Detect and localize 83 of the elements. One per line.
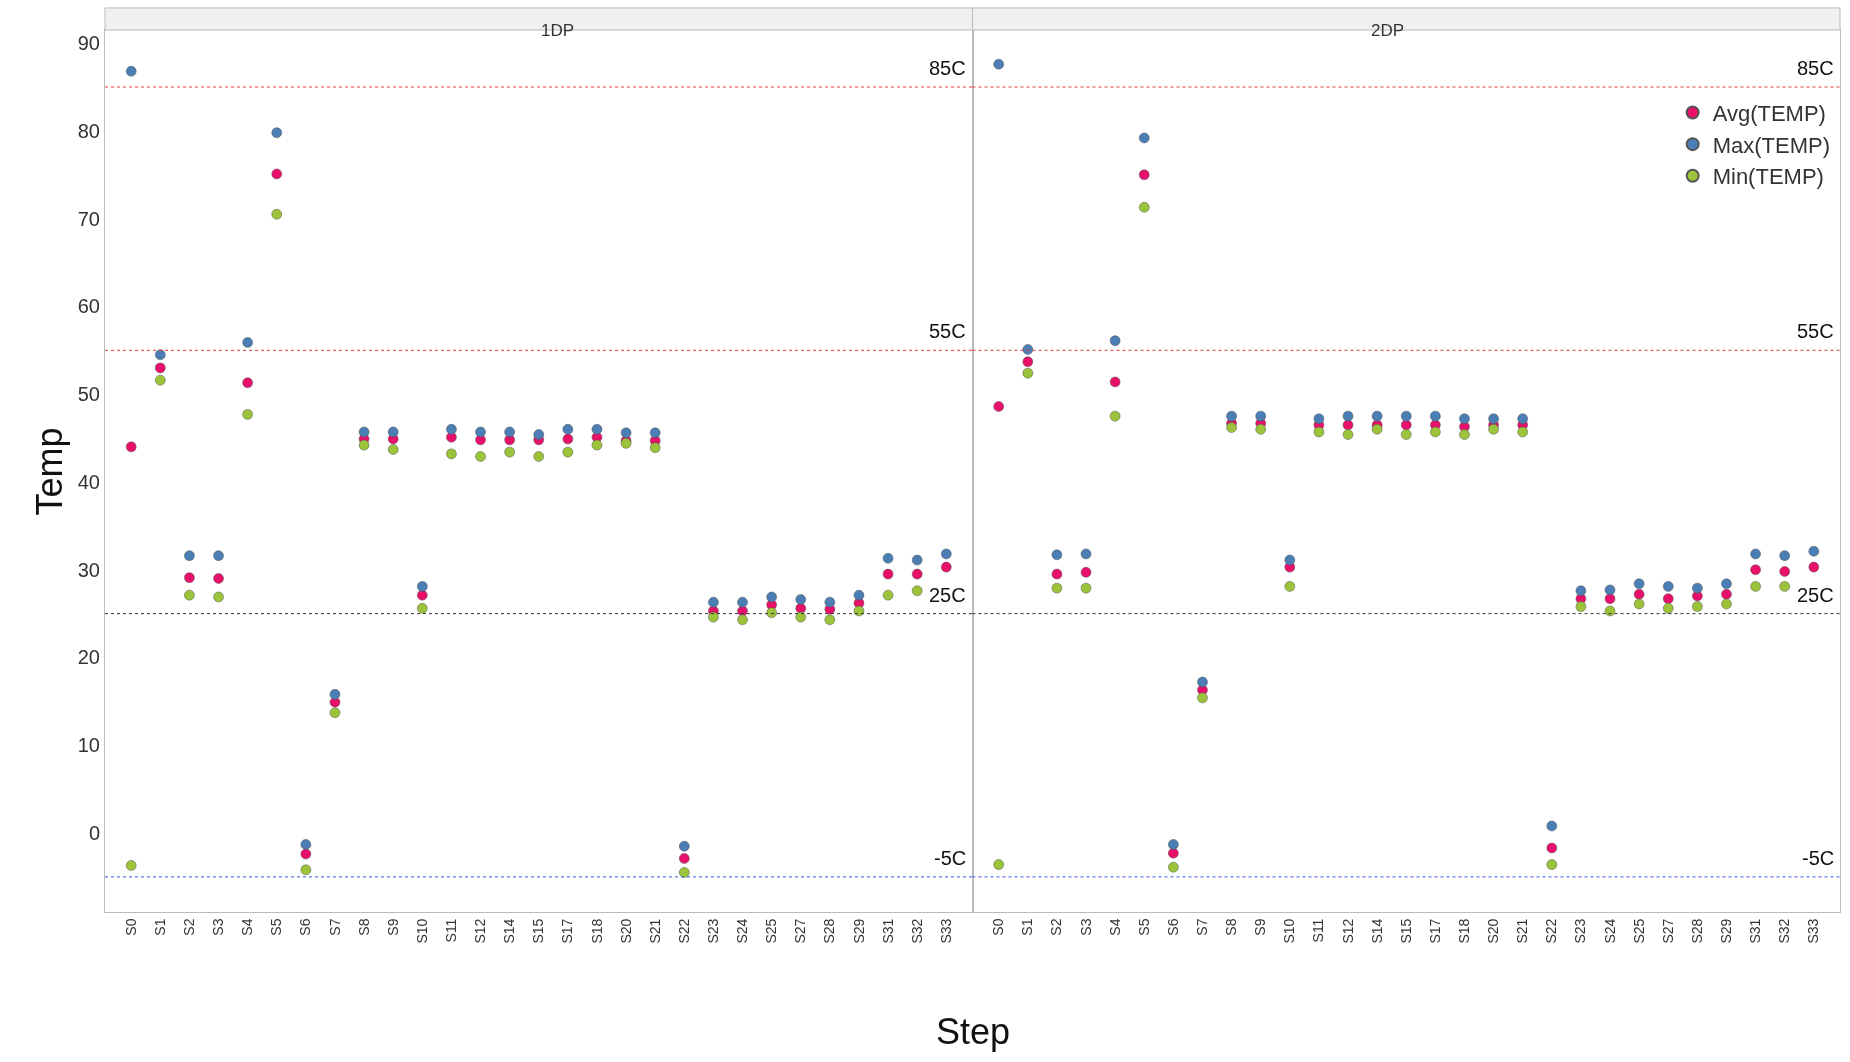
x-tick-label: S8 [355, 918, 372, 936]
ref-line-label: 55C [929, 320, 966, 342]
y-tick-label: 20 [77, 646, 100, 669]
x-tick-label: S32 [1776, 918, 1793, 944]
x-tick-label: S25 [763, 918, 780, 944]
x-tick-label: S29 [850, 918, 867, 944]
x-tick-label: S18 [1456, 918, 1473, 944]
x-tick-label: S24 [1601, 918, 1618, 944]
x-tick-label: S15 [530, 918, 547, 944]
x-tick-label: S27 [792, 918, 809, 944]
x-tick-label: S1 [151, 918, 168, 936]
x-tick-label: S7 [326, 918, 343, 936]
y-tick-label: 80 [77, 119, 100, 142]
ref-line-label: 55C [1797, 320, 1834, 342]
ref-line-label: 85C [929, 57, 966, 79]
y-tick-label: 70 [77, 207, 100, 230]
x-tick-label: S7 [1194, 918, 1211, 936]
x-tick-label: S2 [180, 918, 197, 936]
x-tick-label: S1 [1019, 918, 1036, 936]
legend-label: Avg(TEMP) [1712, 101, 1826, 127]
x-tick-label: S15 [1397, 918, 1414, 944]
y-tick-label: 10 [77, 734, 100, 757]
x-tick-label: S11 [1310, 918, 1327, 943]
y-tick-label: 50 [77, 383, 100, 406]
x-tick-label: S5 [1135, 918, 1152, 936]
x-tick-label: S24 [734, 918, 751, 944]
x-tick-label: S12 [1339, 918, 1356, 944]
x-tick-label: S21 [1514, 918, 1531, 944]
x-tick-label: S20 [617, 918, 634, 944]
x-tick-label: S23 [1572, 918, 1589, 944]
y-tick-label: 90 [77, 32, 100, 55]
chart-title: 2DP [1371, 21, 1405, 40]
x-axis-title: Step [936, 1011, 1011, 1052]
x-tick-label: S4 [239, 918, 256, 936]
x-tick-label: S31 [879, 918, 896, 944]
x-tick-label: S14 [501, 918, 518, 944]
x-tick-label: S28 [1688, 918, 1705, 944]
y-axis-title: Temp [29, 427, 71, 516]
x-tick-label: S10 [1281, 918, 1298, 944]
x-tick-label: S33 [1805, 918, 1822, 944]
x-tick-label: S25 [1630, 918, 1647, 944]
x-tick-label: S17 [559, 918, 576, 944]
y-tick-label: 0 [88, 822, 100, 845]
ref-line-label: -5C [934, 847, 967, 869]
x-tick-label: S22 [1543, 918, 1560, 944]
x-tick-label: S33 [937, 918, 954, 944]
x-tick-label: S0 [990, 918, 1007, 936]
x-tick-label: S31 [1747, 918, 1764, 944]
x-tick-label: S14 [1368, 918, 1385, 944]
x-tick-label: S2 [1048, 918, 1065, 936]
x-tick-label: S0 [122, 918, 139, 936]
y-tick-label: 60 [77, 295, 100, 318]
x-tick-label: S27 [1659, 918, 1676, 944]
x-tick-label: S21 [646, 918, 663, 944]
x-tick-label: S23 [704, 918, 721, 944]
x-tick-label: S9 [384, 918, 401, 936]
x-tick-label: S5 [268, 918, 285, 936]
ref-line-label: -5C [1802, 847, 1835, 869]
x-tick-label: S22 [675, 918, 692, 944]
x-tick-label: S6 [1164, 918, 1181, 936]
x-tick-label: S32 [908, 918, 925, 944]
x-tick-label: S28 [821, 918, 838, 944]
ref-line-label: 25C [1797, 584, 1834, 606]
x-tick-label: S6 [297, 918, 314, 936]
y-tick-label: 40 [77, 470, 100, 493]
x-tick-label: S12 [472, 918, 489, 944]
x-tick-label: S3 [1077, 918, 1094, 936]
legend-label: Min(TEMP) [1712, 164, 1824, 190]
chart-title: 1DP [541, 21, 575, 40]
x-tick-label: S9 [1252, 918, 1269, 936]
x-tick-label: S3 [210, 918, 227, 936]
x-tick-label: S10 [413, 918, 430, 944]
x-tick-label: S11 [442, 918, 459, 943]
x-tick-label: S18 [588, 918, 605, 944]
x-tick-label: S29 [1718, 918, 1735, 944]
x-tick-label: S8 [1223, 918, 1240, 936]
y-tick-label: 30 [77, 558, 100, 581]
x-tick-label: S4 [1106, 918, 1123, 936]
ref-line-label: 85C [1797, 57, 1834, 79]
legend-label: Max(TEMP) [1712, 132, 1830, 158]
x-tick-label: S17 [1426, 918, 1443, 944]
x-tick-label: S20 [1485, 918, 1502, 944]
ref-line-label: 25C [929, 584, 966, 606]
